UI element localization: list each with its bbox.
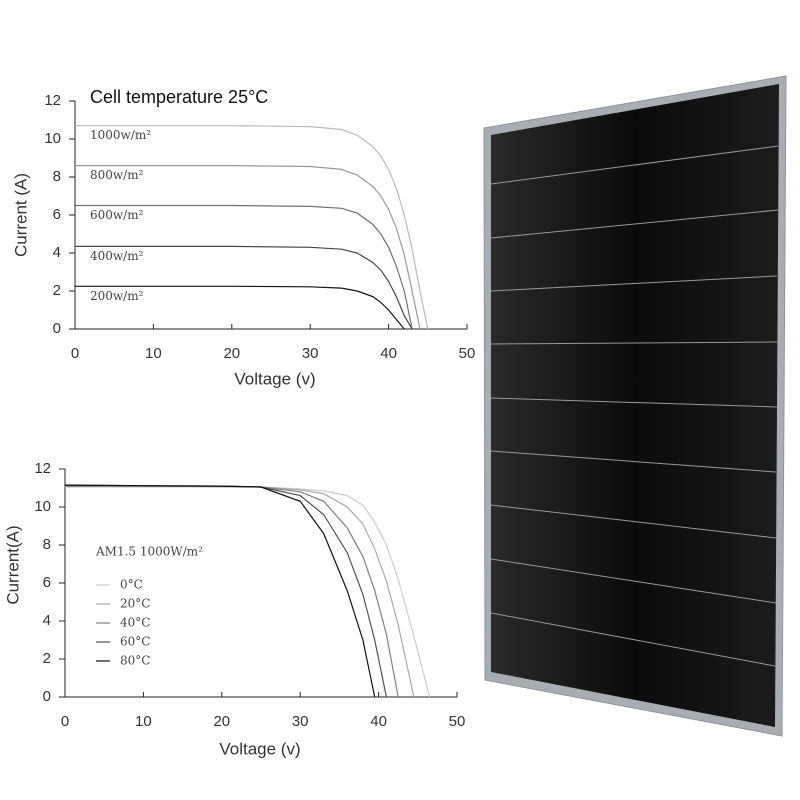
x-tick-label: 10: [145, 345, 162, 362]
y-tick-label: 12: [44, 92, 61, 109]
series-label: 800w/m²: [90, 168, 144, 182]
x-tick-label: 40: [380, 345, 397, 362]
cell-line: [490, 275, 778, 292]
x-tick-label: 30: [292, 713, 309, 730]
cell-line: [490, 558, 777, 604]
y-axis-label: Current (A): [11, 173, 30, 257]
y-tick-label: 8: [53, 168, 61, 185]
curve: [75, 204, 413, 330]
cell-line: [490, 612, 776, 667]
series-label: 200w/m²: [90, 289, 144, 303]
x-axis-label: Voltage (v): [219, 739, 300, 758]
y-tick-label: 4: [43, 612, 51, 629]
annotation: AM1.5 1000W/m²: [95, 545, 203, 559]
y-tick-label: 10: [44, 130, 61, 147]
cell-line: [490, 145, 779, 185]
cell-line: [490, 450, 777, 473]
cell-line: [490, 504, 777, 539]
solar-panel: [483, 75, 787, 737]
cell-line: [490, 209, 779, 239]
y-axis-label: Current(A): [3, 525, 22, 604]
x-tick-label: 30: [302, 345, 319, 362]
cell-lines: [490, 145, 779, 667]
legend-label: 0°C: [120, 578, 143, 592]
x-tick-label: 20: [213, 713, 230, 730]
y-tick-label: 12: [34, 460, 51, 477]
cell-line: [490, 397, 778, 408]
y-tick-label: 0: [53, 320, 61, 337]
curve: [75, 285, 405, 330]
curve: [75, 165, 421, 330]
curve: [75, 125, 429, 330]
legend-label: 80°C: [120, 654, 150, 668]
cell-line: [490, 341, 778, 345]
y-tick-label: 6: [43, 574, 51, 591]
x-tick-label: 10: [135, 713, 152, 730]
y-tick-label: 8: [43, 536, 51, 553]
curve: [65, 485, 399, 698]
y-tick-label: 2: [43, 650, 51, 667]
y-tick-label: 4: [53, 244, 61, 261]
curve: [64, 484, 376, 698]
x-tick-label: 40: [370, 713, 387, 730]
x-tick-label: 20: [223, 345, 240, 362]
x-tick-label: 0: [71, 345, 79, 362]
x-axis-label: Voltage (v): [234, 369, 315, 388]
series-label: 600w/m²: [90, 208, 144, 222]
panel-cells: [491, 84, 779, 727]
series-label: 400w/m²: [90, 249, 144, 263]
legend-label: 60°C: [120, 635, 150, 649]
x-tick-label: 0: [61, 713, 69, 730]
curve: [75, 245, 413, 330]
y-tick-label: 6: [53, 206, 61, 223]
y-tick-label: 0: [43, 688, 51, 705]
chart-title: Cell temperature 25°C: [90, 87, 268, 107]
legend-label: 40°C: [120, 616, 150, 630]
y-tick-label: 10: [34, 498, 51, 515]
x-tick-label: 50: [459, 345, 476, 362]
x-tick-label: 50: [449, 713, 466, 730]
series-label: 1000w/m²: [90, 128, 151, 142]
y-tick-label: 2: [53, 282, 61, 299]
legend-label: 20°C: [120, 597, 150, 611]
